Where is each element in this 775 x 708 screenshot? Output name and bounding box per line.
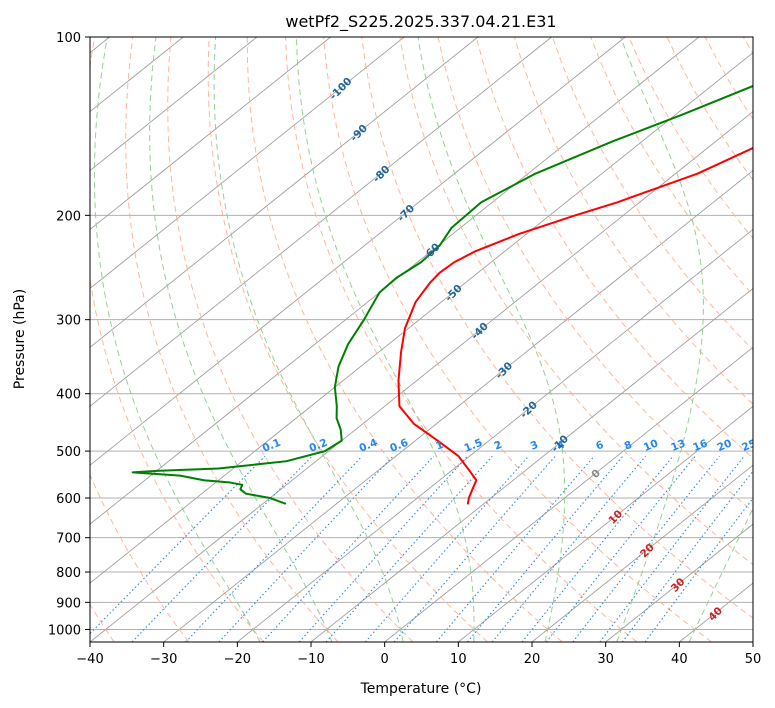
x-tick-label-40: 40: [671, 652, 688, 667]
mixing-ratio-label-14: 20: [716, 437, 734, 454]
x-axis-ticks: −40 −30 −20 −10 0 10 20 30 40 50: [76, 642, 761, 667]
mixing-ratio-line-7: [364, 455, 530, 642]
chart-title: wetPf2_S225.2025.337.04.21.E31: [285, 12, 556, 32]
isotherm--70: [90, 37, 626, 466]
mixing-ratio-label-15: 25: [740, 437, 758, 454]
isotherm-30: [605, 523, 753, 642]
mixing-ratio-label-11: 10: [642, 437, 660, 454]
y-axis-label: Pressure (hPa): [12, 289, 28, 389]
dry-adiabat-0: [167, 37, 414, 642]
mixing-ratio-line-6: [325, 455, 493, 642]
mixing-ratio-line-0: [90, 455, 266, 635]
y-axis-ticks: 100 200 300 400 500 600 700 800 900 1000: [48, 31, 90, 638]
temperature-line: [397, 146, 753, 505]
dry-adiabat--10: [125, 37, 339, 642]
isotherm--100: [90, 37, 405, 289]
dry-adiabat-20: [246, 37, 563, 642]
isotherm-20: [531, 464, 753, 642]
mixing-ratio-line-2: [185, 455, 363, 642]
y-tick-label-300: 300: [56, 314, 81, 329]
y-tick-label-800: 800: [56, 566, 81, 581]
x-tick-label-30: 30: [597, 652, 614, 667]
mixing-ratio-label-7: 3: [529, 439, 540, 453]
dry-adiabat-50: [361, 37, 753, 619]
isotherm--110: [90, 37, 331, 231]
mixing-ratio-line-17: [644, 497, 753, 642]
x-tick-label--40: −40: [76, 652, 103, 667]
y-tick-label-600: 600: [56, 492, 81, 507]
isotherm--20: [237, 228, 753, 642]
mixing-ratio-label-12: 13: [669, 437, 687, 454]
x-tick-label-50: 50: [745, 652, 762, 667]
y-tick-label-400: 400: [56, 388, 81, 403]
isotherm--30: [163, 169, 753, 642]
x-tick-label--20: −20: [224, 652, 251, 667]
isotherm--80: [90, 37, 552, 407]
isotherm--120: [90, 37, 258, 172]
isotherm--40: [90, 111, 753, 642]
y-tick-label-200: 200: [56, 209, 81, 224]
moist-adiabat-10: [295, 37, 475, 642]
dry-adiabat-70: [437, 37, 753, 513]
x-axis-label: Temperature (°C): [360, 681, 482, 697]
mixing-ratio-line-8: [393, 455, 556, 642]
mixing-ratio-line-16: [621, 470, 753, 642]
moist-adiabat-0: [213, 37, 404, 642]
mixing-ratio-line-13: [545, 455, 696, 642]
isotherm--60: [90, 37, 700, 525]
isotherm-0: [384, 346, 753, 642]
isotherm--90: [90, 37, 479, 348]
y-tick-label-500: 500: [56, 445, 81, 460]
mixing-ratio-label-13: 16: [691, 437, 709, 454]
mixing-ratio-label-6: 2: [493, 439, 504, 453]
profile-lines: [131, 84, 753, 505]
mixing-ratio-label-10: 8: [623, 439, 634, 453]
isotherm--50: [90, 52, 753, 584]
plot-frame: [89, 36, 754, 643]
x-tick-label-0: 0: [381, 652, 389, 667]
y-tick-label-700: 700: [56, 532, 81, 547]
mixing-ratio-line-9: [435, 455, 595, 642]
mixing-ratio-line-15: [599, 455, 745, 642]
moist-adiabat--10: [149, 37, 333, 642]
dry-adiabat-40: [323, 37, 713, 642]
y-tick-label-1000: 1000: [48, 623, 81, 638]
x-tick-label-20: 20: [524, 652, 541, 667]
dry-adiabat-110: [590, 37, 753, 296]
x-tick-label--30: −30: [150, 652, 177, 667]
background-lines: [90, 37, 753, 642]
moist-adiabat-20: [417, 37, 566, 642]
dry-adiabat-10: [207, 37, 488, 642]
mixing-ratio-label-9: 6: [594, 439, 605, 453]
mixing-ratio-label-4: 1: [434, 439, 445, 453]
dewpoint-line: [131, 84, 753, 505]
y-tick-label-900: 900: [56, 596, 81, 611]
dry-adiabat--30: [90, 473, 190, 642]
plot-area: [90, 37, 753, 642]
mixing-ratio-label-8: 4: [555, 439, 566, 453]
mixing-ratio-line-14: [572, 455, 720, 642]
isotherm-10: [458, 405, 753, 642]
dry-adiabat-100: [552, 37, 753, 351]
y-tick-label-100: 100: [56, 31, 81, 46]
dry-adiabat-60: [399, 37, 753, 566]
x-tick-label-10: 10: [450, 652, 467, 667]
mixing-ratio-line-3: [218, 455, 394, 642]
x-tick-label--10: −10: [297, 652, 324, 667]
dry-adiabat-30: [284, 37, 638, 642]
mixing-ratio-line-12: [521, 455, 674, 642]
